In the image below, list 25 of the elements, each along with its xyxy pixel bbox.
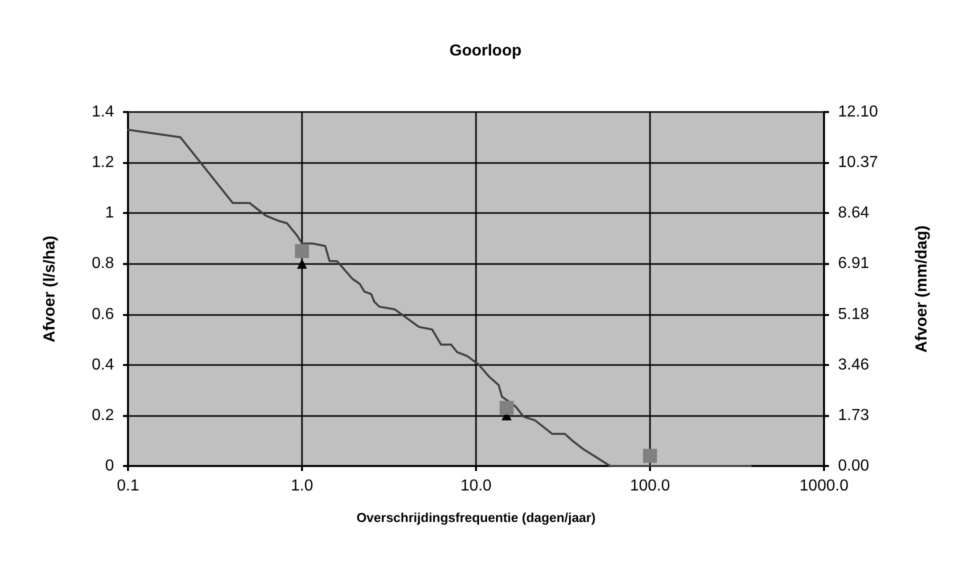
y-tick-label: 1 (105, 204, 114, 222)
x-axis-title: Overschrijdingsfrequentie (dagen/jaar) (356, 510, 596, 525)
y2-tick-label: 12.10 (838, 104, 878, 120)
y-tick-label: 1.4 (92, 104, 114, 120)
y-tick-label: 1.2 (92, 154, 114, 172)
y-tick-label: 0.8 (92, 255, 114, 272)
x-tick-label: 100.0 (630, 478, 670, 494)
x-tick-label: 1.0 (290, 478, 314, 494)
x-tick-label: 10.0 (460, 478, 492, 494)
y-axis-title: Afvoer (l/s/ha) (42, 236, 58, 342)
y2-tick-label: 10.37 (838, 154, 878, 172)
y2-tick-label: 1.73 (838, 406, 870, 424)
y-tick-label: 0.2 (92, 406, 114, 424)
y2-tick-label: 6.91 (838, 255, 870, 272)
y2-tick-label: 0.00 (838, 458, 870, 474)
y-tick-label: 0 (105, 458, 114, 474)
y2-tick-label: 5.18 (838, 306, 870, 323)
chart-title: Goorloop (450, 42, 522, 60)
y2-axis-title: Afvoer (mm/dag) (914, 225, 930, 353)
x-tick-label: 0.1 (116, 478, 140, 494)
y2-tick-label: 3.46 (838, 356, 870, 374)
x-tick-label: 1000.0 (800, 478, 849, 494)
y-tick-label: 0.4 (92, 356, 114, 374)
y-tick-label: 0.6 (92, 306, 114, 323)
y2-tick-label: 8.64 (838, 204, 870, 222)
